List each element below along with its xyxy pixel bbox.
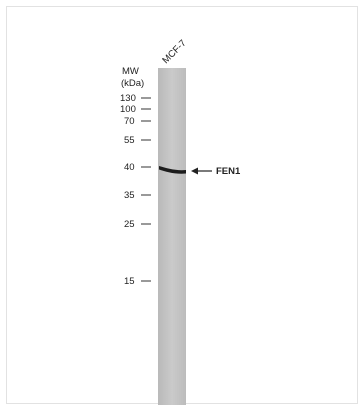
mw-title: MW xyxy=(122,66,139,77)
marker-55-label: 55 xyxy=(124,135,135,146)
mw-unit: (kDa) xyxy=(121,78,144,89)
marker-40-label: 40 xyxy=(124,162,135,173)
marker-130-label: 130 xyxy=(120,93,136,104)
marker-15-label: 15 xyxy=(124,276,135,287)
band-arrow-icon xyxy=(191,167,212,175)
marker-100-label: 100 xyxy=(120,104,136,115)
lane-label: MCF-7 xyxy=(160,38,188,66)
protein-band xyxy=(159,166,186,174)
marker-70-label: 70 xyxy=(124,116,135,127)
band-label: FEN1 xyxy=(216,166,241,177)
gel-lane xyxy=(158,68,186,405)
marker-35-label: 35 xyxy=(124,190,135,201)
marker-25-label: 25 xyxy=(124,219,135,230)
